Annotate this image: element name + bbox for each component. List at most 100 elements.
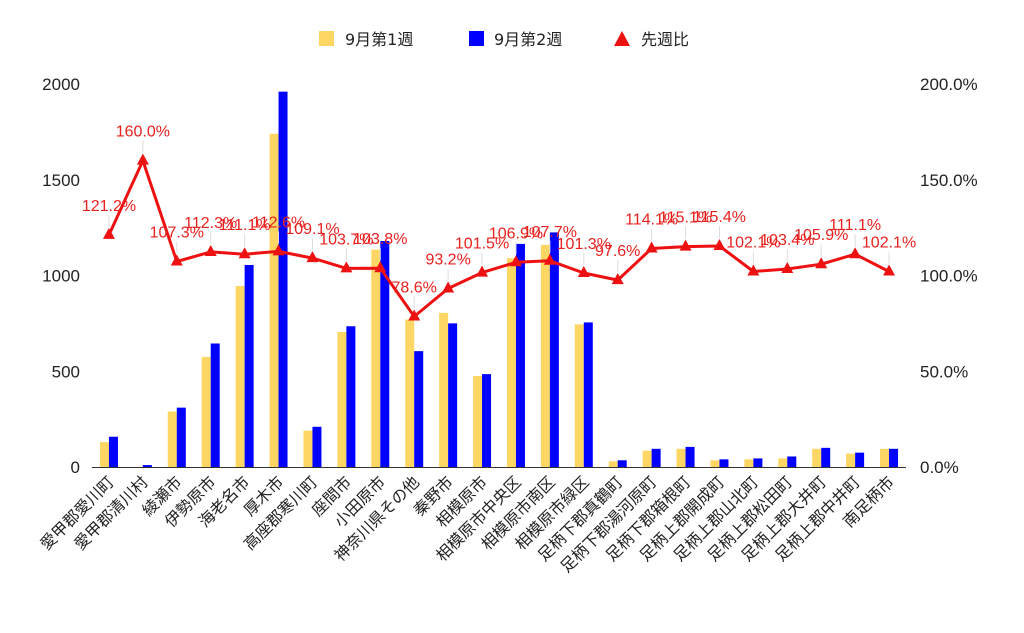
ratio-marker xyxy=(509,255,522,267)
ratio-data-label: 102.1% xyxy=(862,234,916,251)
ratio-marker xyxy=(170,254,183,266)
ratio-data-label: 103.8% xyxy=(353,231,407,248)
legend-label-ratio: 先週比 xyxy=(641,30,689,49)
ratio-marker xyxy=(102,227,115,239)
bar-week1 xyxy=(710,460,720,467)
right-tick-label: 200.0% xyxy=(920,75,978,94)
ratio-data-label: 114.1% xyxy=(625,211,678,228)
bar-week2 xyxy=(278,91,288,467)
left-tick-label: 1500 xyxy=(42,171,80,190)
legend-label-week2: 9月第2週 xyxy=(494,30,562,49)
bar-week2 xyxy=(651,448,661,467)
ratio-data-label: 101.5% xyxy=(455,236,509,253)
bar-week2 xyxy=(617,460,627,467)
bar-week1 xyxy=(269,133,279,468)
ratio-data-label: 109.1% xyxy=(285,221,339,238)
bar-week1 xyxy=(574,324,584,467)
ratio-marker xyxy=(374,261,387,273)
bar-week2 xyxy=(244,264,254,467)
ratio-marker xyxy=(645,241,658,253)
bar-week1 xyxy=(371,249,381,467)
legend-swatch-week2 xyxy=(469,31,484,46)
ratio-marker xyxy=(781,261,794,273)
bar-week1 xyxy=(439,312,449,467)
bar-week2 xyxy=(855,452,865,467)
ratio-data-label: 112.6% xyxy=(252,214,305,231)
ratio-data-label: 103.4% xyxy=(760,232,814,249)
legend-label-week1: 9月第1週 xyxy=(345,30,413,49)
ratio-marker xyxy=(136,153,149,165)
ratio-marker xyxy=(306,251,319,263)
bar-week1 xyxy=(540,244,550,467)
ratio-data-label: 106.9% xyxy=(489,225,543,242)
bar-week1 xyxy=(201,356,211,467)
ratio-data-label: 78.6% xyxy=(392,279,437,296)
bar-week1 xyxy=(778,458,788,467)
bar-week1 xyxy=(235,286,245,467)
bar-week2 xyxy=(210,343,220,467)
right-axis: 0.0% 50.0% 100.0% 150.0% 200.0% xyxy=(920,75,978,477)
bar-week1 xyxy=(880,448,890,467)
ratio-data-label: 160.0% xyxy=(116,124,170,141)
ratio-marker xyxy=(815,257,828,269)
ratio-marker xyxy=(747,264,760,276)
ratio-marker xyxy=(238,247,251,259)
bar-week1 xyxy=(812,448,822,467)
bar-week1 xyxy=(473,376,483,467)
bar-week1 xyxy=(337,331,347,467)
left-tick-label: 1000 xyxy=(42,267,80,286)
bar-week1 xyxy=(303,430,313,467)
bar-week1 xyxy=(167,411,177,467)
x-axis-labels: 愛甲郡愛川町愛甲郡清川村綾瀬市伊勢原市海老名市厚木市高座郡寒川町座間市小田原市神… xyxy=(36,472,897,576)
ratio-marker xyxy=(272,244,285,256)
left-axis: 0 500 1000 1500 2000 xyxy=(42,75,80,477)
bar-week2 xyxy=(753,458,763,467)
bar-week1 xyxy=(642,450,652,467)
ratio-data-label: 107.3% xyxy=(150,225,204,242)
bar-week2 xyxy=(685,446,695,467)
bar-week2 xyxy=(549,232,559,467)
right-tick-label: 100.0% xyxy=(920,267,978,286)
right-tick-label: 150.0% xyxy=(920,171,978,190)
ratio-data-label: 121.2% xyxy=(82,198,136,215)
ratio-data-label: 111.1% xyxy=(219,217,271,234)
bar-week1 xyxy=(608,461,618,467)
ratio-marker xyxy=(408,309,421,321)
ratio-data-label: 105.9% xyxy=(794,227,848,244)
bar-week2 xyxy=(719,459,729,467)
bar-week2 xyxy=(583,322,593,467)
legend: 9月第1週 9月第2週 先週比 xyxy=(319,30,689,49)
bar-week2 xyxy=(346,326,356,467)
ratio-marker xyxy=(476,265,489,277)
bar-week2 xyxy=(380,241,390,467)
ratio-marker xyxy=(883,264,896,276)
ratio-marker xyxy=(679,239,692,251)
ratio-data-label: 112.3% xyxy=(184,215,237,232)
left-tick-label: 2000 xyxy=(42,75,80,94)
bar-week2 xyxy=(889,448,899,467)
ratio-marker xyxy=(204,244,217,256)
ratio-marker xyxy=(611,273,624,285)
ratio-data-label: 107.7% xyxy=(523,224,577,241)
ratio-marker xyxy=(340,261,353,273)
ratio-marker xyxy=(849,247,862,259)
bar-week1 xyxy=(506,258,516,467)
bar-week1 xyxy=(405,319,415,467)
ratio-marker xyxy=(543,253,556,265)
ratio-marker xyxy=(577,266,590,278)
bar-week2 xyxy=(482,374,492,467)
ratio-data-label: 97.6% xyxy=(595,243,640,260)
bar-week2 xyxy=(312,426,322,467)
right-tick-label: 0.0% xyxy=(920,458,959,477)
ratio-data-label: 101.3% xyxy=(557,236,611,253)
bar-series xyxy=(92,91,906,468)
ratio-data-label: 93.2% xyxy=(425,252,470,269)
bar-week2 xyxy=(515,243,525,467)
ratio-data-label: 102.1% xyxy=(726,234,780,251)
bar-week2 xyxy=(108,436,118,467)
ratio-line xyxy=(107,159,890,318)
ratio-data-label: 111.1% xyxy=(829,217,881,234)
bar-week2 xyxy=(821,447,831,467)
